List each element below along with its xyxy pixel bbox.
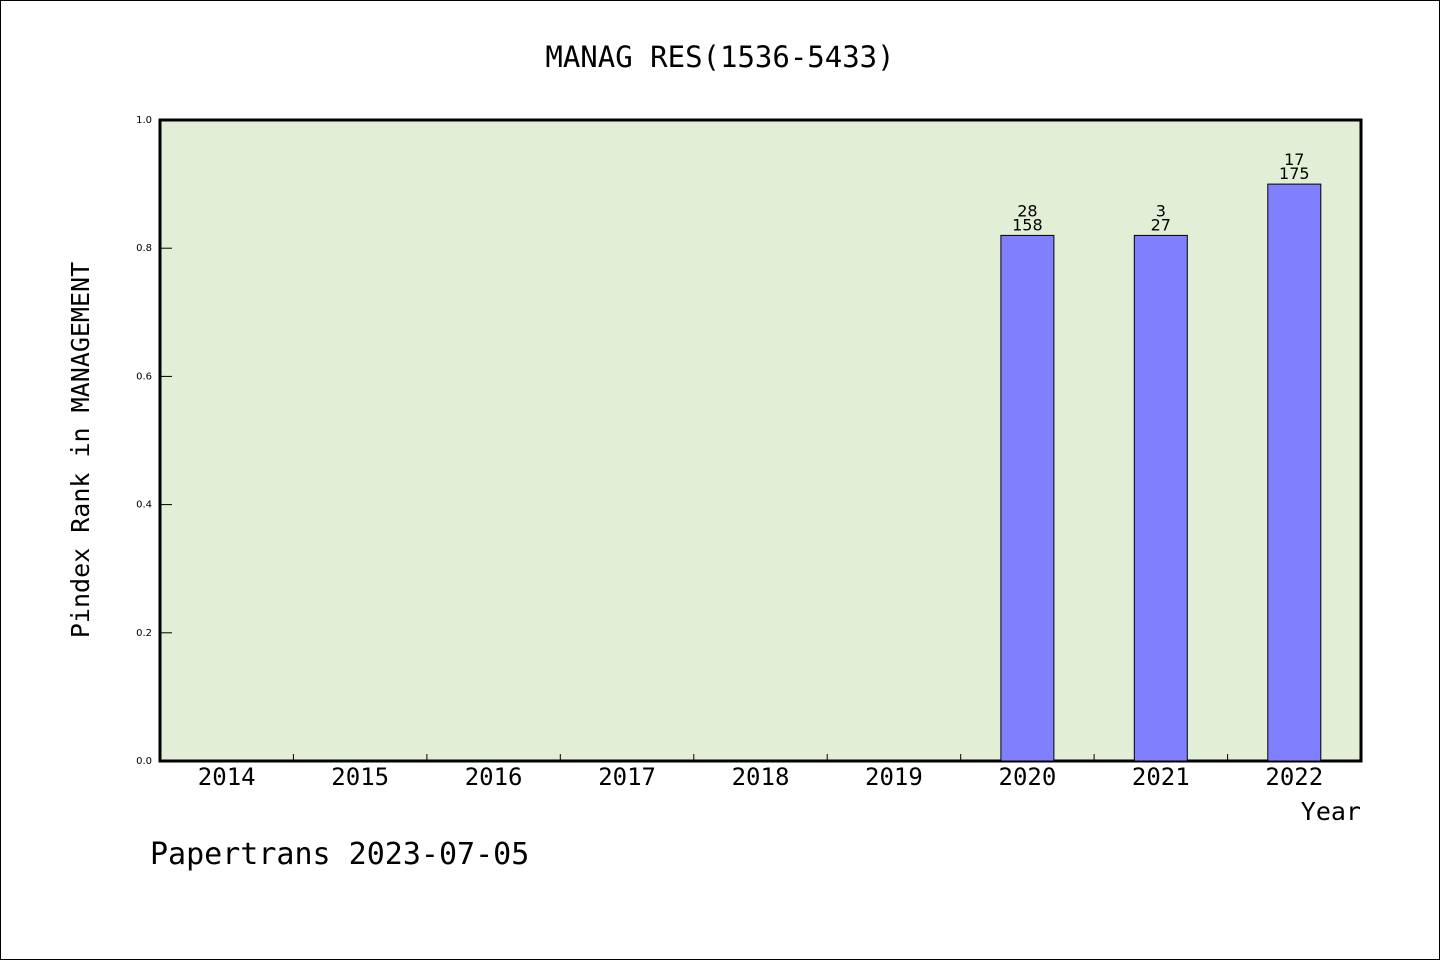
x-tick-label: 2019 [865,763,923,791]
x-tick-label: 2021 [1132,763,1190,791]
x-axis-label: Year [1301,797,1361,826]
bars-group [1000,183,1322,762]
axis-ticks [160,119,1229,762]
bar-label-top: 17 [1284,150,1304,169]
x-tick-labels: 2014 2015 2016 2017 2018 2019 2020 2021 2022 [198,763,1323,791]
x-tick-label: 2020 [999,763,1057,791]
y-tick-label: 0.6 [136,371,152,382]
footer-credit: Papertrans 2023-07-05 [150,837,529,872]
x-tick-label: 2014 [198,763,256,791]
y-tick-label: 0.0 [136,756,152,767]
y-tick-label: 0.2 [136,628,152,639]
x-tick-label: 2022 [1265,763,1323,791]
bar-label-top: 3 [1156,201,1166,220]
y-tick-label: 0.8 [136,243,152,254]
bar-label-bottom: 158 [1012,215,1043,234]
y-tick-label: 0.4 [136,500,152,511]
y-tick-labels: 0.0 0.2 0.4 0.6 0.8 1.0 [136,115,152,767]
x-tick-label: 2015 [331,763,389,791]
chart-title: MANAG RES(1536-5433) [545,40,894,74]
bar-label-bottom: 175 [1279,164,1310,183]
x-tick-label: 2018 [732,763,790,791]
bar-2022 [1267,183,1322,762]
x-tick-label: 2016 [465,763,523,791]
bar-label-top: 28 [1017,201,1037,220]
bar-label-bottom: 27 [1151,215,1171,234]
y-axis-label: Pindex Rank in MANAGEMENT [66,262,95,638]
bar-2020 [1000,234,1055,762]
bar-2021 [1133,234,1188,762]
y-tick-label: 1.0 [136,115,152,126]
x-tick-label: 2017 [598,763,656,791]
